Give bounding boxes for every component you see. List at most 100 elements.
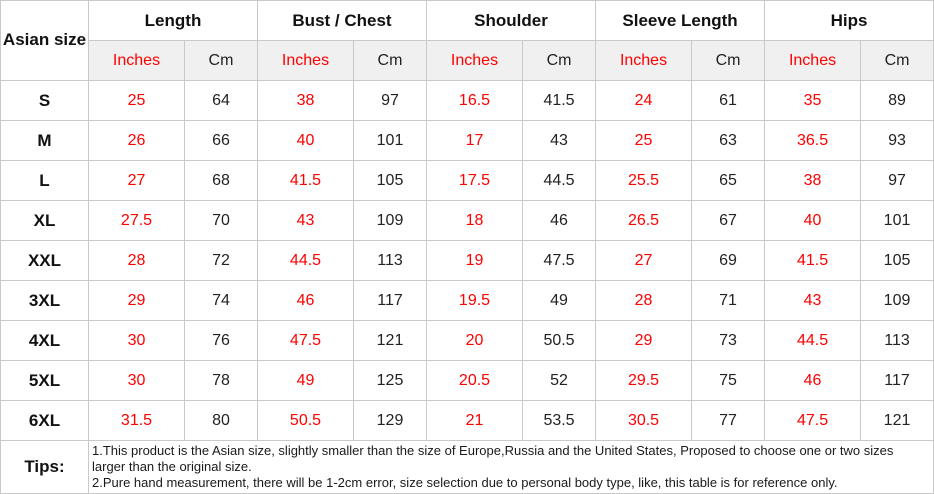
cm-value: 65 bbox=[691, 160, 766, 201]
cm-value: 105 bbox=[353, 160, 427, 201]
cm-value: 64 bbox=[184, 80, 258, 121]
inches-value: 38 bbox=[764, 160, 862, 201]
cm-value: 77 bbox=[691, 400, 766, 441]
size-label: 3XL bbox=[0, 280, 89, 321]
inches-value: 30 bbox=[88, 320, 185, 361]
unit-header-cm: Cm bbox=[691, 40, 766, 81]
table-row: XXL 28 72 44.5 113 19 47.5 27 69 41.5 105 bbox=[0, 240, 934, 281]
cm-value: 47.5 bbox=[521, 240, 597, 281]
size-label: 6XL bbox=[0, 400, 89, 441]
cm-value: 50.5 bbox=[521, 320, 597, 361]
inches-value: 30 bbox=[88, 360, 185, 401]
cm-value: 63 bbox=[691, 120, 766, 161]
cm-value: 125 bbox=[353, 360, 427, 401]
inches-value: 47.5 bbox=[257, 320, 354, 361]
cm-value: 72 bbox=[184, 240, 258, 281]
cm-value: 67 bbox=[691, 200, 766, 241]
inches-value: 30.5 bbox=[595, 400, 693, 441]
cm-value: 53.5 bbox=[521, 400, 597, 441]
inches-value: 25.5 bbox=[595, 160, 693, 201]
group-header-bust-chest: Bust / Chest bbox=[257, 0, 427, 41]
table-row: 5XL 30 78 49 125 20.5 52 29.5 75 46 117 bbox=[0, 360, 934, 401]
inches-value: 40 bbox=[764, 200, 862, 241]
tips-line-1: 1.This product is the Asian size, slight… bbox=[92, 443, 894, 474]
cm-value: 93 bbox=[860, 120, 934, 161]
cm-value: 75 bbox=[691, 360, 766, 401]
size-table-body: S 25 64 38 97 16.5 41.5 24 61 35 89 M 26 66 40 101 17 43 2… bbox=[0, 80, 934, 441]
cm-value: 101 bbox=[353, 120, 427, 161]
inches-value: 40 bbox=[257, 120, 354, 161]
cm-value: 46 bbox=[521, 200, 597, 241]
cm-value: 76 bbox=[184, 320, 258, 361]
inches-value: 20 bbox=[426, 320, 523, 361]
cm-value: 80 bbox=[184, 400, 258, 441]
cm-value: 68 bbox=[184, 160, 258, 201]
table-row: 4XL 30 76 47.5 121 20 50.5 29 73 44.5 113 bbox=[0, 320, 934, 361]
cm-value: 69 bbox=[691, 240, 766, 281]
inches-value: 26.5 bbox=[595, 200, 693, 241]
size-label: M bbox=[0, 120, 89, 161]
inches-value: 49 bbox=[257, 360, 354, 401]
cm-value: 109 bbox=[353, 200, 427, 241]
inches-value: 44.5 bbox=[764, 320, 862, 361]
size-label: L bbox=[0, 160, 89, 201]
inches-value: 43 bbox=[764, 280, 862, 321]
table-row: 3XL 29 74 46 117 19.5 49 28 71 43 109 bbox=[0, 280, 934, 321]
cm-value: 105 bbox=[860, 240, 934, 281]
cm-value: 52 bbox=[521, 360, 597, 401]
inches-value: 41.5 bbox=[257, 160, 354, 201]
inches-value: 44.5 bbox=[257, 240, 354, 281]
cm-value: 78 bbox=[184, 360, 258, 401]
size-label: 5XL bbox=[0, 360, 89, 401]
cm-value: 121 bbox=[860, 400, 934, 441]
inches-value: 28 bbox=[595, 280, 693, 321]
unit-header-cm: Cm bbox=[184, 40, 258, 81]
inches-value: 31.5 bbox=[88, 400, 185, 441]
group-header-shoulder: Shoulder bbox=[425, 0, 597, 41]
inches-value: 21 bbox=[426, 400, 523, 441]
corner-header: Asian size bbox=[0, 0, 89, 81]
inches-value: 29 bbox=[88, 280, 185, 321]
tips-text: 1.This product is the Asian size, slight… bbox=[87, 440, 934, 494]
tips-label: Tips: bbox=[0, 440, 89, 494]
unit-header-inches: Inches bbox=[595, 40, 693, 81]
table-row: 6XL 31.5 80 50.5 129 21 53.5 30.5 77 47.5 121 bbox=[0, 400, 934, 441]
unit-header-inches: Inches bbox=[88, 40, 185, 81]
tips-line-2: 2.Pure hand measurement, there will be 1… bbox=[92, 475, 838, 490]
group-header-length: Length bbox=[88, 0, 258, 41]
inches-value: 17.5 bbox=[426, 160, 523, 201]
inches-value: 27 bbox=[88, 160, 185, 201]
unit-header-cm: Cm bbox=[860, 40, 934, 81]
cm-value: 70 bbox=[184, 200, 258, 241]
size-label: XXL bbox=[0, 240, 89, 281]
inches-value: 27 bbox=[595, 240, 693, 281]
size-label: S bbox=[0, 80, 89, 121]
cm-value: 43 bbox=[521, 120, 597, 161]
cm-value: 109 bbox=[860, 280, 934, 321]
cm-value: 117 bbox=[860, 360, 934, 401]
inches-value: 20.5 bbox=[426, 360, 523, 401]
inches-value: 19.5 bbox=[426, 280, 523, 321]
cm-value: 117 bbox=[353, 280, 427, 321]
cm-value: 101 bbox=[860, 200, 934, 241]
table-row: L 27 68 41.5 105 17.5 44.5 25.5 65 38 97 bbox=[0, 160, 934, 201]
inches-value: 46 bbox=[257, 280, 354, 321]
inches-value: 26 bbox=[88, 120, 185, 161]
cm-value: 61 bbox=[691, 80, 766, 121]
unit-header-cm: Cm bbox=[353, 40, 427, 81]
cm-value: 121 bbox=[353, 320, 427, 361]
cm-value: 41.5 bbox=[521, 80, 597, 121]
size-label: XL bbox=[0, 200, 89, 241]
table-row: S 25 64 38 97 16.5 41.5 24 61 35 89 bbox=[0, 80, 934, 121]
inches-value: 29 bbox=[595, 320, 693, 361]
size-label: 4XL bbox=[0, 320, 89, 361]
inches-value: 36.5 bbox=[764, 120, 862, 161]
inches-value: 38 bbox=[257, 80, 354, 121]
inches-value: 28 bbox=[88, 240, 185, 281]
unit-header-inches: Inches bbox=[426, 40, 523, 81]
inches-value: 18 bbox=[426, 200, 523, 241]
group-header-row: Asian size Length Bust / Chest Shoulder … bbox=[0, 0, 934, 81]
unit-header-cm: Cm bbox=[521, 40, 597, 81]
